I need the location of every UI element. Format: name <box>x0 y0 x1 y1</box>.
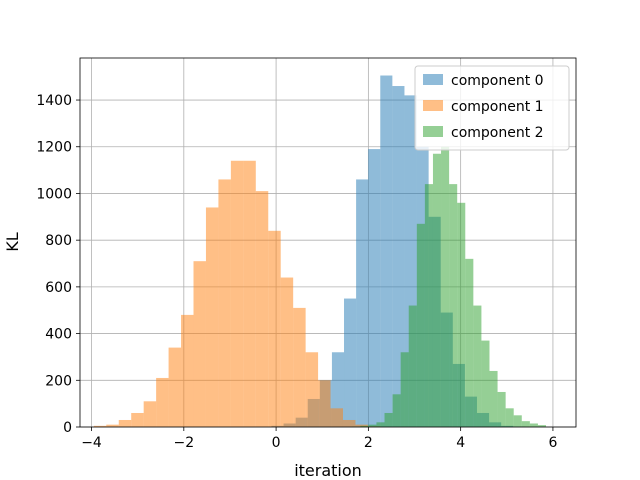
x-tick-label: −4 <box>81 435 102 451</box>
y-tick-label: 800 <box>45 233 72 249</box>
series-2-bars <box>352 146 547 428</box>
x-tick-label: −2 <box>173 435 194 451</box>
legend-label: component 0 <box>451 73 544 89</box>
x-tick-label: 2 <box>364 435 373 451</box>
legend-item: component 0 <box>423 73 544 89</box>
histogram-bar <box>449 184 458 427</box>
x-tick-label: 4 <box>456 435 465 451</box>
y-tick-label: 200 <box>45 373 72 389</box>
histogram-bar <box>505 408 514 427</box>
histogram-bar <box>268 230 281 427</box>
histogram-bar <box>93 425 107 427</box>
histogram-bar <box>368 149 381 427</box>
y-tick-label: 400 <box>45 327 72 343</box>
histogram-bar <box>193 261 206 427</box>
histogram-bar <box>521 421 530 427</box>
histogram-bar <box>408 305 417 427</box>
legend: component 0 component 1 component 2 <box>414 65 570 151</box>
y-tick-label: 1200 <box>36 140 72 156</box>
histogram-bar <box>181 314 194 427</box>
histogram-bar <box>424 184 433 427</box>
histogram-bar <box>465 258 474 427</box>
y-axis-ticks: 0 200 400 600 800 1000 1200 1400 <box>36 93 80 436</box>
histogram-bar <box>156 377 169 427</box>
histogram-bar <box>280 277 294 427</box>
histogram-bar <box>255 191 269 427</box>
histogram-bar <box>376 422 385 427</box>
histogram-bar <box>416 223 425 427</box>
histogram-bar <box>143 401 157 427</box>
histogram-bar <box>356 179 369 427</box>
legend-label: component 2 <box>451 125 544 141</box>
histogram-bar <box>360 425 369 427</box>
histogram-bar <box>497 391 506 427</box>
histogram-bar <box>384 412 393 427</box>
y-tick-label: 1000 <box>36 186 72 202</box>
histogram-bar <box>481 340 490 427</box>
x-tick-label: 0 <box>272 435 281 451</box>
y-tick-label: 0 <box>63 420 72 436</box>
histogram-bar <box>537 425 547 427</box>
histogram-bar <box>529 423 538 427</box>
legend-box <box>414 65 570 151</box>
histogram-bar <box>392 86 405 427</box>
histogram-bar <box>318 380 331 427</box>
legend-swatch <box>423 100 443 111</box>
histogram-bar <box>489 370 498 427</box>
histogram-bar <box>131 412 144 427</box>
histogram-bar <box>400 352 409 427</box>
histogram-bar <box>218 179 231 427</box>
histogram-bar <box>368 424 377 427</box>
histogram-bar <box>457 202 466 427</box>
histogram-bar <box>392 394 401 427</box>
histogram-bar <box>513 415 522 427</box>
y-axis-label: KL <box>3 232 22 251</box>
histogram-bar <box>205 207 219 427</box>
legend-label: component 1 <box>451 99 544 115</box>
y-tick-label: 600 <box>45 280 72 296</box>
histogram-bar <box>293 307 306 427</box>
histogram-bars <box>93 75 547 428</box>
histogram-bar <box>243 160 256 427</box>
histogram-bar <box>441 146 450 428</box>
histogram-bar <box>118 419 132 427</box>
series-1-bars <box>93 160 381 427</box>
histogram-bar <box>168 347 182 427</box>
legend-item: component 2 <box>423 125 544 141</box>
x-axis-label: iteration <box>294 461 362 480</box>
histogram-bar <box>473 305 482 427</box>
histogram-bar <box>305 352 319 427</box>
legend-swatch <box>423 74 443 85</box>
histogram-bar <box>230 160 244 427</box>
histogram-bar <box>344 298 357 427</box>
histogram-bar <box>380 75 393 428</box>
histogram-bar <box>342 419 356 427</box>
legend-swatch <box>423 126 443 137</box>
histogram-bar <box>106 424 119 427</box>
legend-item: component 1 <box>423 99 544 115</box>
plot-frame <box>79 57 577 428</box>
x-tick-label: 6 <box>548 435 557 451</box>
histogram-bar <box>432 153 442 427</box>
y-tick-label: 1400 <box>36 93 72 109</box>
x-axis-ticks: −4 −2 0 2 4 6 <box>81 427 557 451</box>
histogram-bar <box>330 408 343 427</box>
